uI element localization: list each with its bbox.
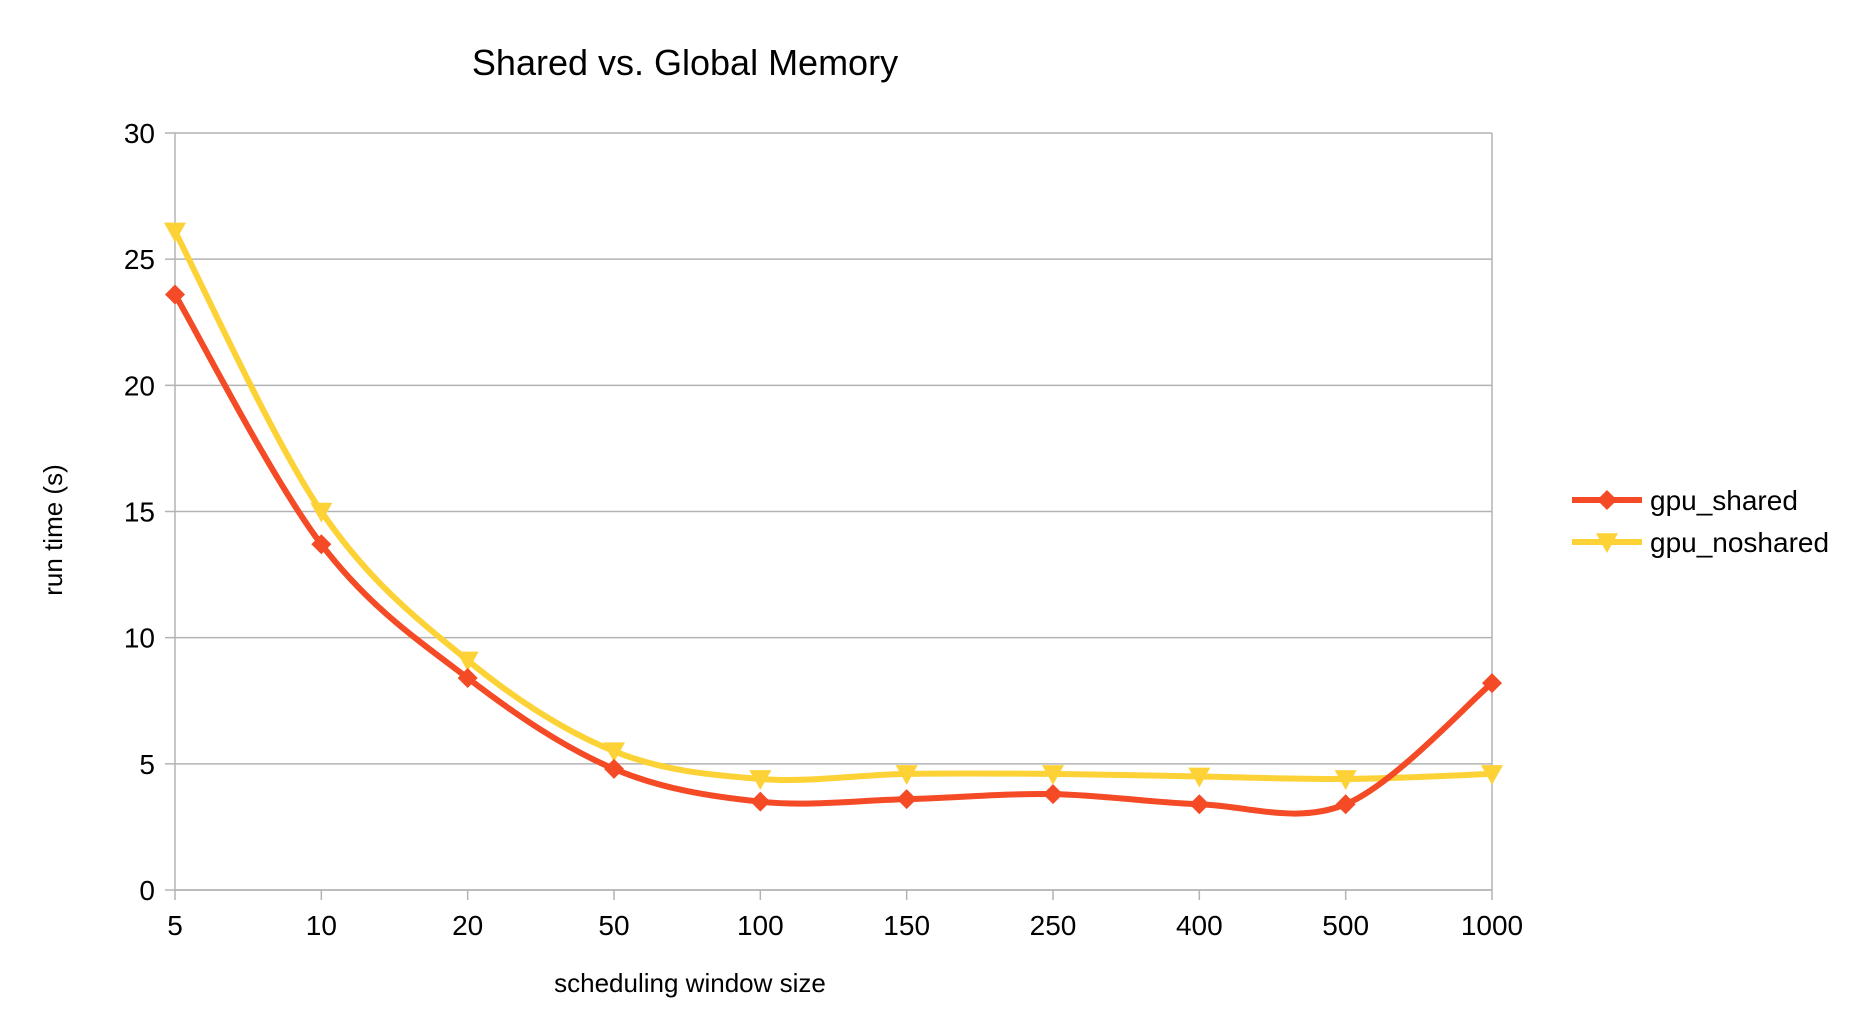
data-point bbox=[1043, 784, 1063, 805]
data-point bbox=[1189, 794, 1210, 815]
legend: gpu_shared gpu_noshared bbox=[1572, 485, 1829, 558]
y-tick-label: 30 bbox=[124, 118, 155, 149]
data-point bbox=[165, 284, 185, 305]
x-tick-label: 20 bbox=[452, 910, 483, 941]
legend-label: gpu_shared bbox=[1650, 485, 1798, 516]
data-point bbox=[1482, 673, 1502, 694]
data-point bbox=[1335, 794, 1356, 815]
data-point bbox=[896, 789, 917, 810]
chart-title: Shared vs. Global Memory bbox=[472, 42, 898, 83]
x-tick-label: 250 bbox=[1030, 910, 1077, 941]
y-tick-label: 0 bbox=[139, 875, 155, 906]
data-point bbox=[456, 651, 479, 672]
legend-label: gpu_noshared bbox=[1650, 527, 1829, 558]
series-line bbox=[172, 291, 1495, 817]
data-point bbox=[604, 758, 624, 779]
y-tick-label: 15 bbox=[124, 497, 155, 528]
legend-item: gpu_noshared bbox=[1572, 527, 1829, 558]
axes bbox=[165, 132, 1493, 900]
x-tick-label: 50 bbox=[598, 910, 629, 941]
y-tick-label: 5 bbox=[139, 749, 155, 780]
data-point bbox=[1188, 767, 1211, 788]
grid-lines bbox=[175, 132, 1492, 891]
y-axis-label: run time (s) bbox=[38, 464, 68, 595]
data-point bbox=[164, 222, 186, 243]
data-point bbox=[1334, 770, 1357, 790]
y-tick-label: 10 bbox=[124, 623, 155, 654]
series-gpu_shared bbox=[165, 284, 1502, 817]
x-axis-label: scheduling window size bbox=[554, 968, 826, 998]
series-layer bbox=[164, 222, 1503, 817]
y-tick-label: 25 bbox=[124, 244, 155, 275]
series-line bbox=[172, 228, 1495, 783]
x-tick-label: 400 bbox=[1176, 910, 1223, 941]
x-tick-labels: 5 10 20 50 100 150 250 400 500 1000 bbox=[167, 910, 1523, 941]
data-point bbox=[1596, 533, 1618, 553]
series-gpu_noshared bbox=[164, 222, 1503, 790]
data-point bbox=[310, 502, 333, 523]
data-point bbox=[895, 765, 918, 785]
x-tick-label: 5 bbox=[167, 910, 183, 941]
legend-item: gpu_shared bbox=[1572, 485, 1798, 516]
data-point bbox=[1481, 765, 1503, 785]
y-tick-labels: 0 5 10 15 20 25 30 bbox=[124, 118, 155, 906]
x-tick-label: 500 bbox=[1322, 910, 1369, 941]
x-tick-label: 1000 bbox=[1461, 910, 1523, 941]
data-point bbox=[750, 791, 771, 812]
x-tick-label: 100 bbox=[737, 910, 784, 941]
data-point bbox=[1042, 765, 1064, 785]
x-tick-label: 10 bbox=[306, 910, 337, 941]
data-point bbox=[603, 742, 625, 763]
data-point bbox=[749, 770, 772, 790]
y-tick-label: 20 bbox=[124, 370, 155, 401]
data-point bbox=[311, 534, 332, 555]
data-point bbox=[457, 668, 478, 689]
x-tick-label: 150 bbox=[883, 910, 930, 941]
data-point bbox=[1597, 490, 1617, 510]
